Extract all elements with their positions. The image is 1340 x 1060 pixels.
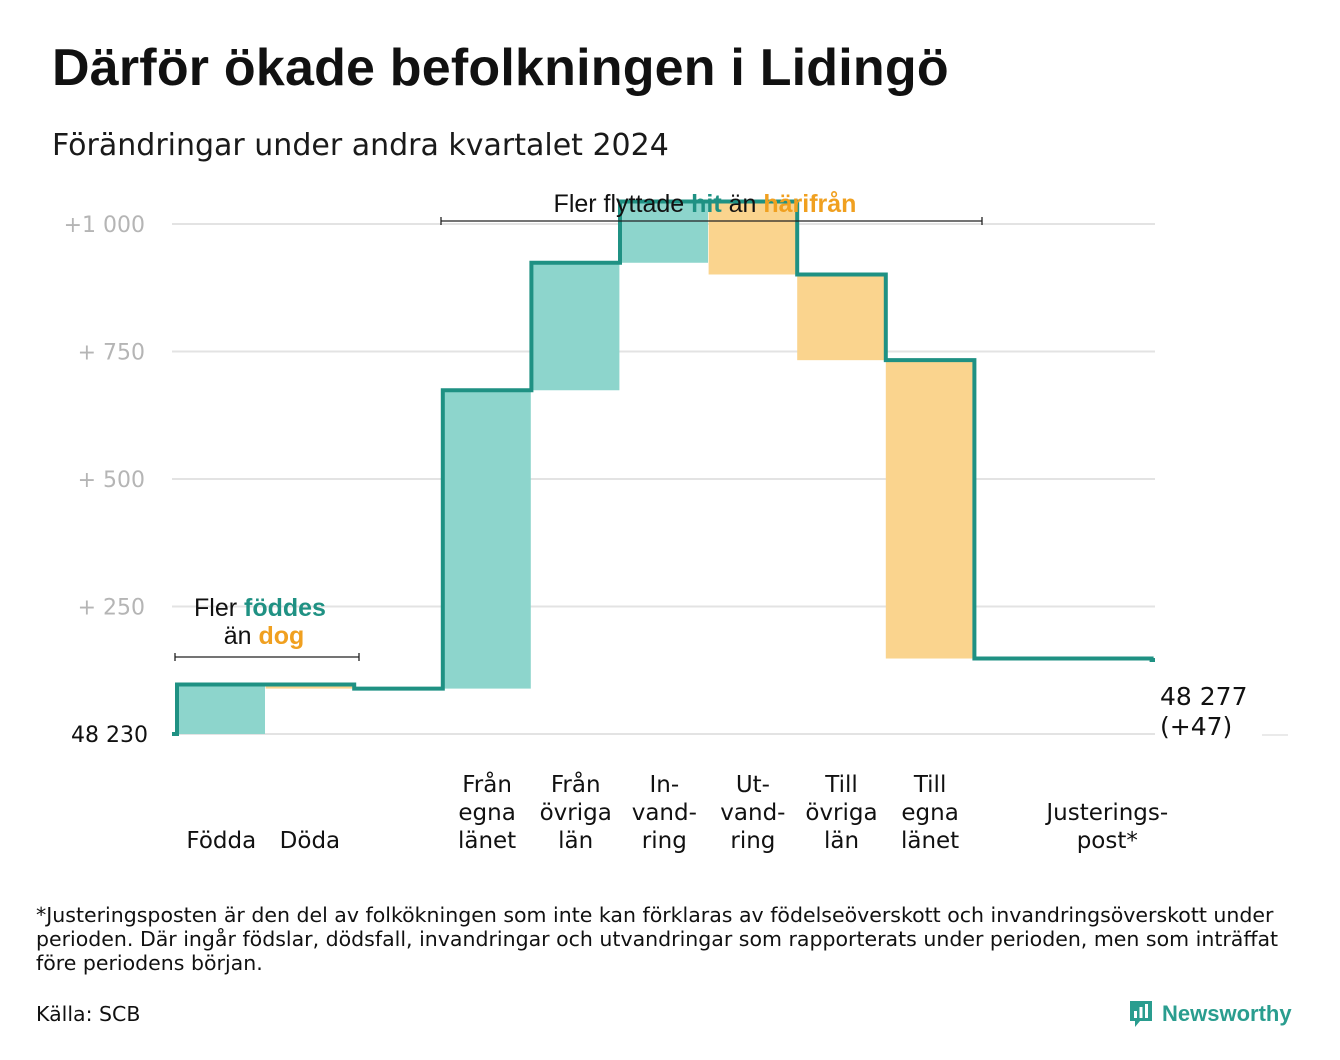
category-label: ring — [730, 828, 775, 854]
category-label: vand- — [720, 800, 785, 826]
category-label: Från — [462, 770, 512, 798]
migration-annotation: Fler flyttade hit än härifrån — [440, 190, 983, 225]
category-label: länet — [901, 828, 959, 854]
waterfall-bar — [531, 262, 620, 391]
annotation-text: än — [224, 622, 259, 650]
y-tick-label: + 750 — [78, 341, 145, 366]
category-label: In- — [649, 772, 679, 798]
footnote: *Justeringsposten är den del av folkökni… — [36, 903, 1279, 975]
category-label: egna — [458, 800, 515, 826]
births-bracket — [174, 653, 360, 661]
brand-name: Newsworthy — [1162, 1001, 1292, 1026]
chart-title: Därför ökade befolkningen i Lidingö — [52, 39, 949, 97]
category-label: Från — [551, 770, 601, 798]
waterfall-bars — [177, 201, 1151, 734]
waterfall-chart: +1 000 + 750 + 500 + 250 48 230 Födda Döda Från… — [64, 190, 1288, 854]
annotation-highlight: hit — [691, 190, 722, 218]
migration-annotation-text: Fler flyttade hit än härifrån — [554, 190, 857, 218]
category-label: län — [824, 828, 859, 854]
end-value: 48 277 — [1160, 682, 1247, 711]
y-tick-label: + 250 — [78, 596, 145, 621]
end-change: (+47) — [1160, 712, 1232, 741]
category-label: övriga — [540, 800, 612, 826]
category-label: vand- — [632, 800, 697, 826]
category-label: Ut- — [736, 772, 770, 798]
annotation-highlight: föddes — [244, 594, 326, 622]
waterfall-bar — [265, 684, 354, 689]
waterfall-bar — [885, 360, 974, 659]
newsworthy-logo-icon — [1130, 1001, 1152, 1027]
migration-bracket — [440, 217, 983, 225]
y-tick-label: + 500 — [78, 468, 145, 493]
brand-logo: Newsworthy — [1128, 998, 1292, 1030]
waterfall-bar — [177, 684, 265, 734]
category-label: Till — [913, 772, 947, 798]
annotation-text: Fler — [194, 594, 244, 622]
annotation-text: än — [722, 190, 764, 218]
waterfall-bar — [797, 274, 886, 361]
births-annotation-line2: än dog — [224, 622, 305, 650]
annotation-text: Fler flyttade — [554, 190, 692, 218]
end-value-label: 48 277(+47) — [1160, 682, 1247, 741]
category-label: Justerings- — [1044, 800, 1168, 826]
category-label: egna — [901, 800, 958, 826]
category-label: Till — [824, 772, 858, 798]
category-label: Födda — [186, 828, 256, 854]
source-note: Källa: SCB — [36, 1002, 141, 1026]
gridlines: +1 000 + 750 + 500 + 250 48 230 — [64, 213, 1155, 748]
category-labels: Födda DödaFrånegnalänetFrånövrigalänIn-va… — [186, 770, 1168, 854]
category-label: Döda — [280, 828, 340, 854]
running-total-line — [172, 199, 1155, 736]
waterfall-bar — [620, 201, 708, 263]
y-tick-label: 48 230 — [71, 723, 148, 748]
category-label: länet — [458, 828, 516, 854]
annotation-highlight: dog — [258, 622, 304, 650]
y-tick-label: +1 000 — [64, 213, 145, 238]
category-label: post* — [1077, 828, 1138, 854]
annotation-highlight: härifrån — [763, 190, 856, 218]
category-label: övriga — [805, 800, 877, 826]
category-label: ring — [642, 828, 687, 854]
category-label: län — [558, 828, 593, 854]
births-annotation-line1: Fler föddes — [194, 594, 326, 622]
waterfall-bar — [708, 201, 797, 275]
chart-subtitle: Förändringar under andra kvartalet 2024 — [52, 128, 669, 163]
waterfall-bar — [442, 390, 531, 689]
